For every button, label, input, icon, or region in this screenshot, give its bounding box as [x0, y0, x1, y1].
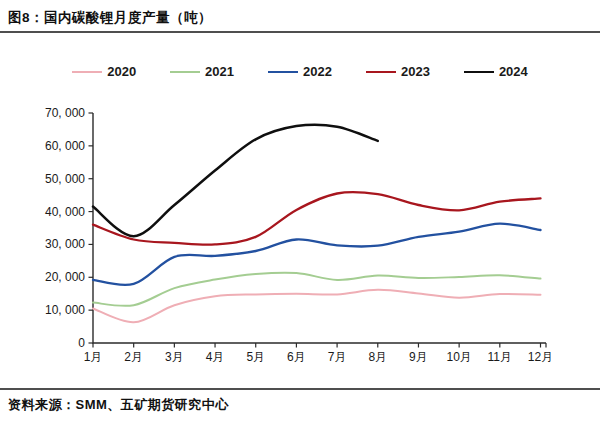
legend-item-2022: 2022 — [268, 64, 332, 79]
x-axis-tick-label: 2月 — [124, 350, 143, 364]
legend-item-2021: 2021 — [170, 64, 234, 79]
legend-item-2020: 2020 — [72, 64, 136, 79]
x-axis-tick-label: 12月 — [528, 350, 553, 364]
chart-legend: 2020 2021 2022 2023 2024 — [0, 64, 600, 79]
y-axis-tick-label: 0 — [78, 336, 85, 350]
x-axis-tick-label: 9月 — [409, 350, 428, 364]
legend-swatch-icon — [464, 71, 494, 73]
x-axis-tick-label: 5月 — [246, 350, 265, 364]
legend-item-label: 2024 — [499, 64, 528, 79]
x-axis-tick-label: 11月 — [488, 350, 512, 364]
y-axis-tick-label: 70, 000 — [45, 106, 85, 120]
legend-item-label: 2021 — [205, 64, 234, 79]
x-axis-tick-label: 3月 — [165, 350, 184, 364]
y-axis-tick-label: 40, 000 — [45, 205, 85, 219]
x-axis-tick-label: 6月 — [287, 350, 306, 364]
legend-swatch-icon — [170, 71, 200, 73]
y-axis-tick-label: 50, 000 — [45, 172, 85, 186]
y-axis-tick-label: 10, 000 — [45, 303, 85, 317]
x-axis-tick-label: 1月 — [84, 350, 103, 364]
x-axis-tick-label: 10月 — [446, 350, 471, 364]
legend-swatch-icon — [366, 71, 396, 73]
x-axis-tick-label: 7月 — [328, 350, 347, 364]
legend-item-label: 2022 — [303, 64, 332, 79]
y-axis-tick-label: 20, 000 — [45, 270, 85, 284]
legend-item-label: 2020 — [107, 64, 136, 79]
x-axis-tick-label: 8月 — [368, 350, 387, 364]
legend-item-label: 2023 — [401, 64, 430, 79]
y-axis-tick-label: 30, 000 — [45, 237, 85, 251]
legend-item-2024: 2024 — [464, 64, 528, 79]
source-note: 资料来源：SMM、五矿期货研究中心 — [8, 396, 229, 414]
legend-item-2023: 2023 — [366, 64, 430, 79]
y-axis-tick-label: 60, 000 — [45, 139, 85, 153]
bottom-divider — [0, 388, 600, 390]
legend-swatch-icon — [72, 71, 102, 73]
x-axis-tick-label: 4月 — [206, 350, 225, 364]
legend-swatch-icon — [268, 71, 298, 73]
series-line-2024 — [93, 125, 378, 236]
series-line-2021 — [93, 273, 541, 306]
